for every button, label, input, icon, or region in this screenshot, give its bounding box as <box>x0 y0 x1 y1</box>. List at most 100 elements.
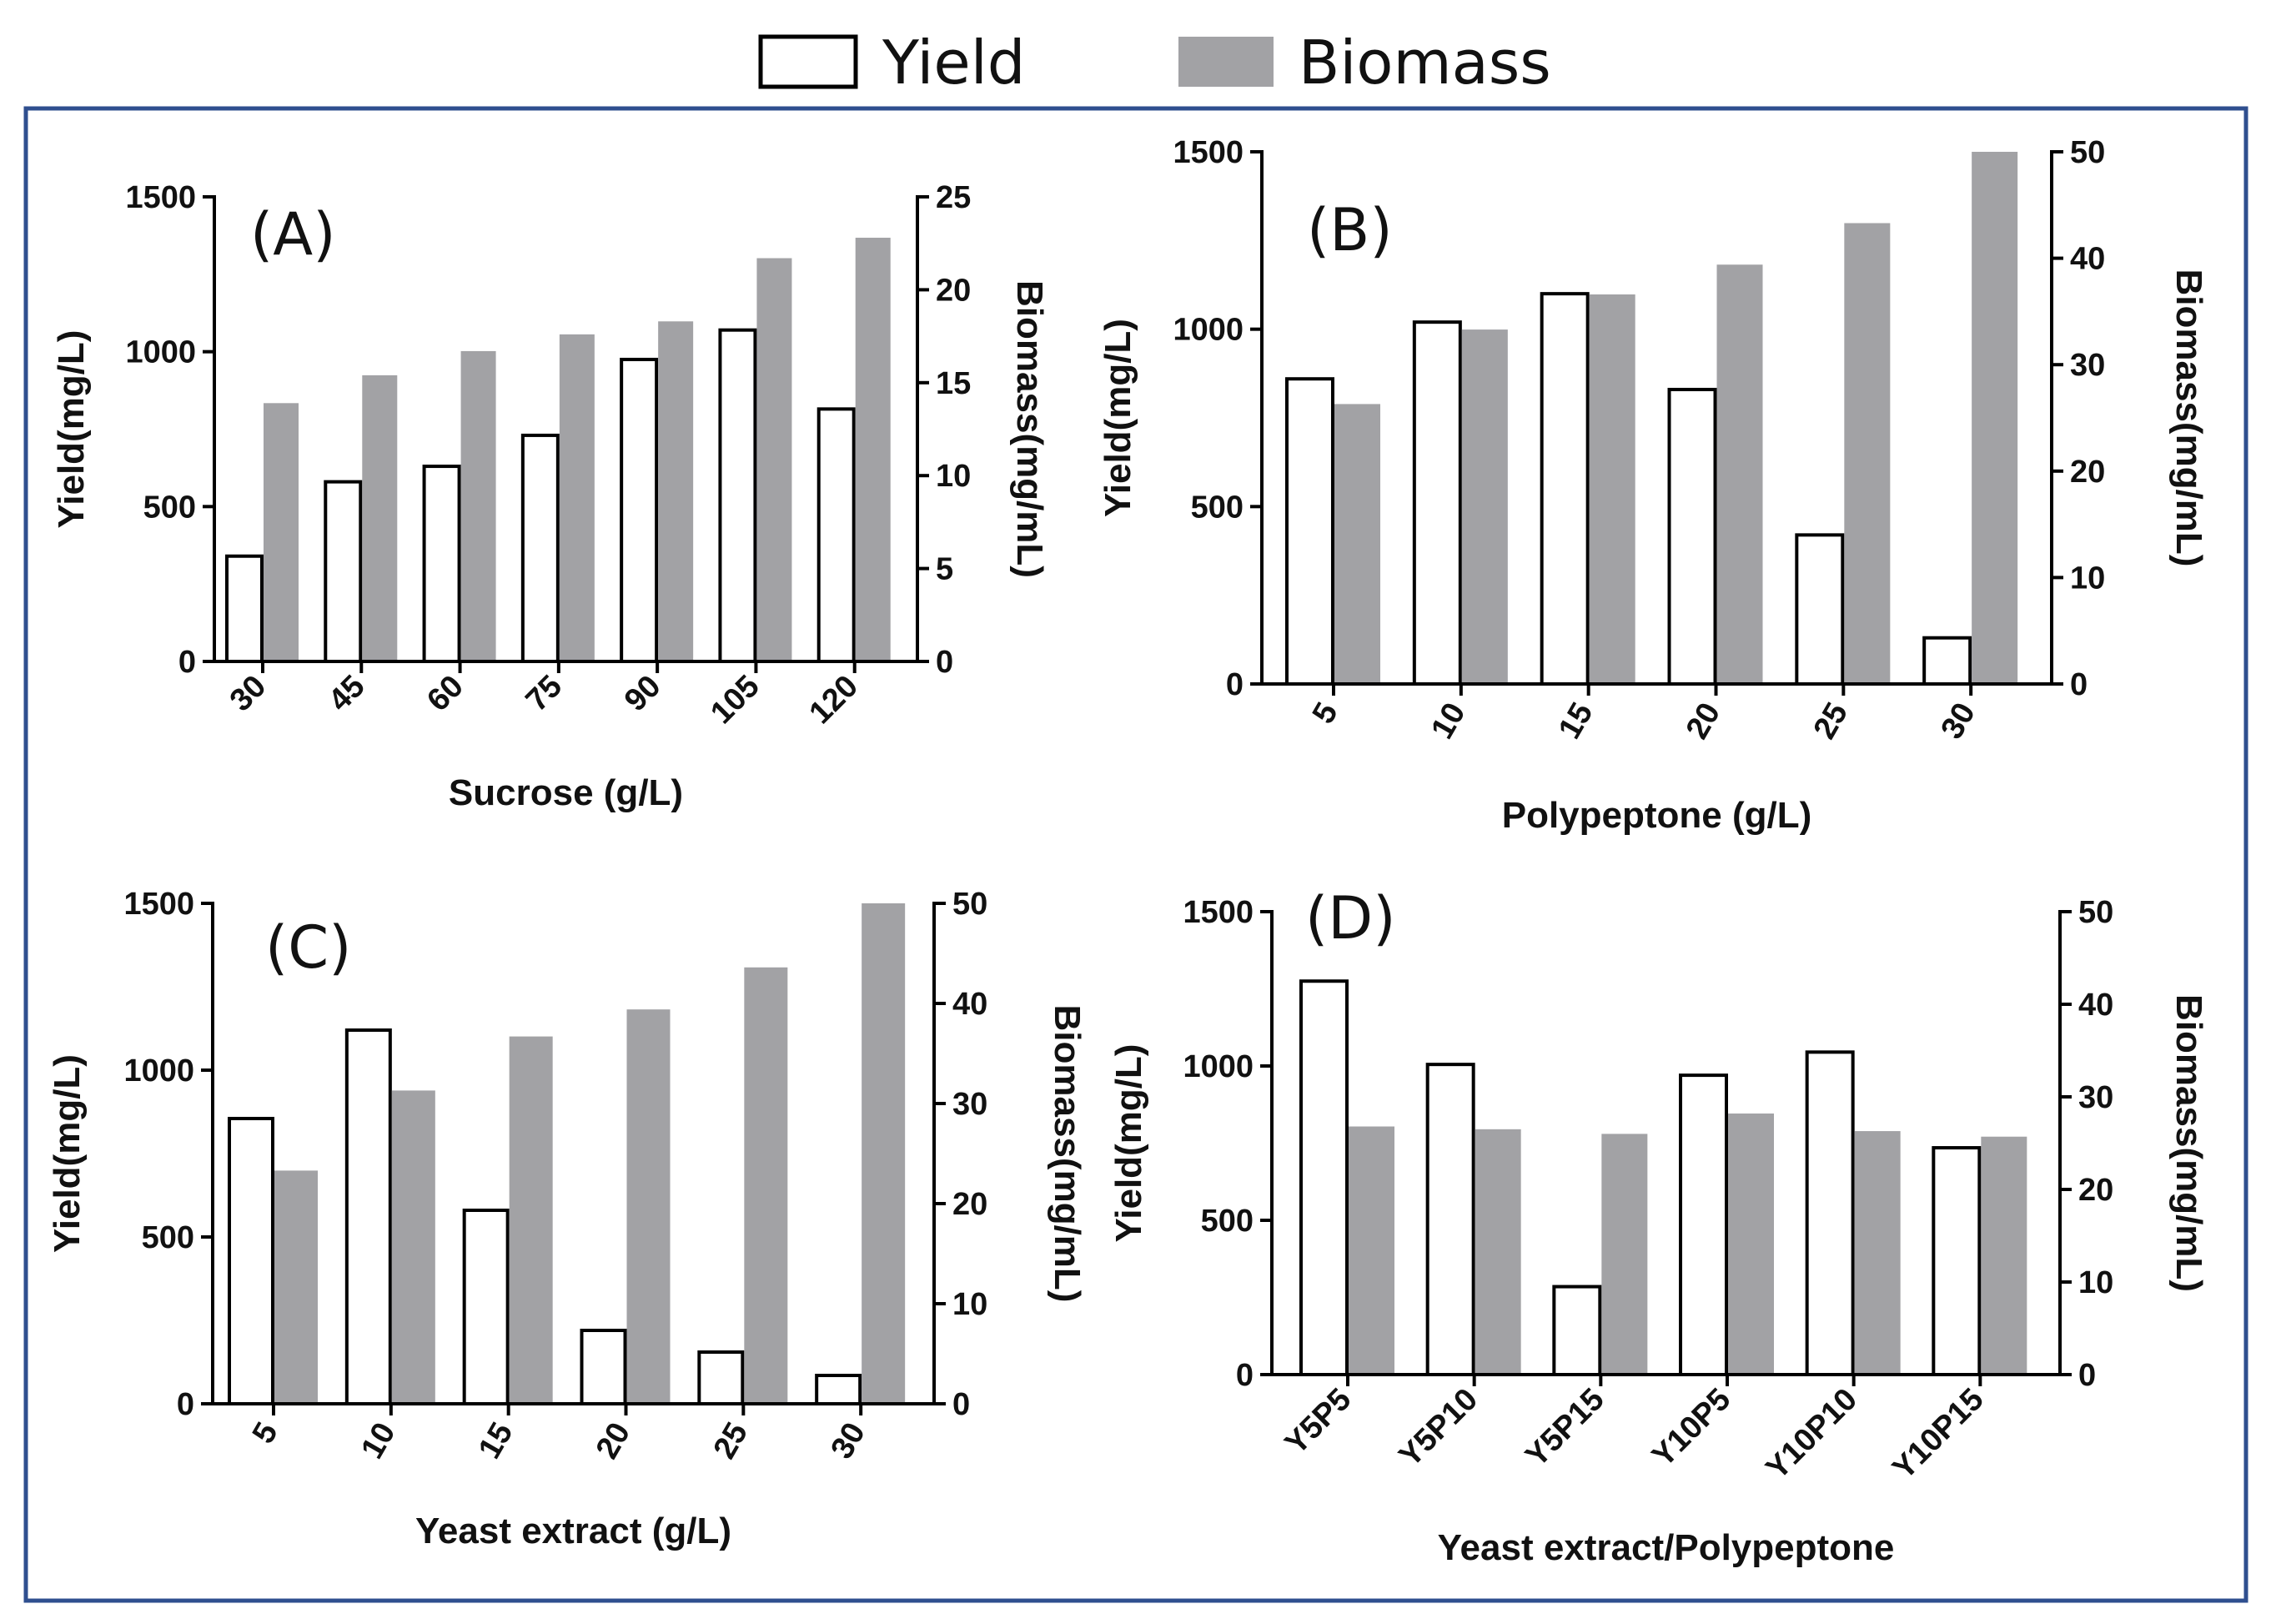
panel-a-yield-bar <box>718 328 757 663</box>
panel-b-yield-bar <box>1285 377 1334 686</box>
panel-b-xtick-label: 10 <box>1424 697 1473 746</box>
panel-a-xtick-label: 30 <box>224 669 274 719</box>
panel-b-xtick-label: 30 <box>1934 697 1982 746</box>
panel-c-ytick-label: 500 <box>142 1220 194 1255</box>
panel-b-biomass-bar <box>1716 264 1763 684</box>
panel-d-xtick-label: Y10P10 <box>1760 1382 1864 1486</box>
panel-b-yield-bar <box>1412 320 1462 686</box>
panel-a-biomass-bar <box>756 258 792 661</box>
legend-yield-label: Yield <box>882 28 1025 98</box>
panel-b-ytick-label: 0 <box>1226 667 1244 702</box>
panel-c: (C) 5 10 15 20 25 30 0 500 1000 1500 0 10 20 30 40 50 Yea… <box>47 887 1088 1551</box>
panel-a-y2tick-label: 10 <box>936 459 971 494</box>
panel-c-y2tick-label: 30 <box>952 1087 987 1122</box>
panel-c-ytick-label: 1000 <box>123 1053 194 1089</box>
panel-d: (D)Y5P5 Y5P10 Y5P15 Y10P5 Y10P10 Y10P15050010… <box>1108 884 2209 1568</box>
panel-a-biomass-bar <box>855 238 891 661</box>
panel-b-yield-bar <box>1795 533 1845 686</box>
panel-b-yield-bar <box>1540 292 1590 686</box>
panel-d-biomass-bar <box>1349 1126 1394 1375</box>
panel-c-ylabel: Yield(mg/L) <box>47 1054 88 1253</box>
panel-b-y2tick-label: 50 <box>2070 135 2105 170</box>
panel-c-yield-bar <box>344 1028 392 1405</box>
panel-b-y2tick-label: 0 <box>2070 667 2088 702</box>
panel-d-ytick-label: 1000 <box>1183 1049 1254 1084</box>
panel-b-ytick-label: 1000 <box>1173 313 1244 348</box>
panel-b-ytick-label: 1500 <box>1173 135 1244 170</box>
panel-c-biomass-bar <box>744 967 788 1404</box>
panel-b-y2tick-label: 10 <box>2070 561 2105 596</box>
panel-a-xtick-label: 120 <box>803 669 866 732</box>
legend-biomass-swatch <box>1178 37 1274 87</box>
panel-d-biomass-bar <box>1475 1129 1521 1375</box>
panel-a-biomass-bar <box>362 375 398 661</box>
panel-a-ytick-label: 500 <box>143 490 196 525</box>
panel-a-biomass-bar <box>658 321 694 661</box>
panel-d-y2tick-label: 0 <box>2078 1358 2096 1393</box>
panel-d-biomass-bar <box>1728 1113 1774 1375</box>
panel-a-yield-bar <box>225 554 264 663</box>
panel-d-y2tick-label: 40 <box>2078 988 2113 1023</box>
panel-c-ytick-label: 0 <box>177 1387 194 1422</box>
panel-d-biomass-bar <box>1981 1136 2027 1375</box>
panel-b-y2tick-label: 30 <box>2070 348 2105 383</box>
panel-a-y2label: Biomass(mg/mL) <box>1009 280 1050 578</box>
panel-a-xtick-label: 75 <box>520 669 570 719</box>
panel-a-xtick-label: 60 <box>420 669 470 719</box>
panel-b-ylabel: Yield(mg/L) <box>1098 319 1138 517</box>
legend-yield-swatch <box>758 34 858 89</box>
panel-a-yield-bar <box>324 480 363 663</box>
panel-c-biomass-bar <box>509 1036 553 1404</box>
panel-d-yield-bar <box>1552 1285 1602 1377</box>
legend: Yield Biomass <box>758 28 1551 98</box>
panel-c-xtick-label: 25 <box>707 1417 756 1466</box>
panel-c-xtick-label: 15 <box>472 1417 520 1466</box>
panel-c-xtick-label: 30 <box>824 1417 872 1466</box>
panel-b: (B) 5 10 15 20 25 30 0 500 1000 1500 0 10 20 30 40 50 Pol… <box>1098 135 2209 836</box>
panel-d-y2tick-label: 30 <box>2078 1080 2113 1115</box>
panel-b-y2tick-label: 40 <box>2070 242 2105 277</box>
panel-c-yield-bar <box>697 1350 745 1405</box>
panel-d-ytick-label: 1500 <box>1183 895 1254 930</box>
panel-a-xtick-label: 90 <box>618 669 668 719</box>
panel-d-xtick-label: Y10P5 <box>1645 1382 1737 1474</box>
legend-biomass-label: Biomass <box>1299 28 1551 98</box>
panel-b-biomass-bar <box>1461 329 1508 684</box>
panel-b-biomass-bar <box>1972 152 2018 684</box>
panel-c-biomass-bar <box>391 1090 435 1404</box>
panel-c-y2tick-label: 40 <box>952 987 987 1022</box>
panel-a-xlabel: Sucrose (g/L) <box>449 772 683 813</box>
panel-c-xtick-label: 10 <box>354 1417 403 1466</box>
panel-d-ylabel: Yield(mg/L) <box>1108 1044 1149 1243</box>
panel-b-xtick-label: 15 <box>1552 697 1600 746</box>
panel-d-xtick-label: Y5P10 <box>1393 1382 1485 1474</box>
panel-a-biomass-bar <box>460 350 496 661</box>
panel-c-yield-bar <box>228 1117 274 1405</box>
panel-a-y2tick-label: 20 <box>936 273 971 308</box>
panel-c-yield-bar <box>580 1329 627 1405</box>
panel-c-ytick-label: 1500 <box>123 887 194 922</box>
panel-c-y2tick-label: 50 <box>952 887 987 922</box>
panel-d-yield-bar <box>1805 1050 1855 1376</box>
panel-d-xtick-label: Y5P5 <box>1279 1382 1358 1461</box>
panel-c-y2tick-label: 20 <box>952 1187 987 1222</box>
panel-d-biomass-bar <box>1601 1134 1648 1375</box>
panel-d-ytick-label: 500 <box>1201 1204 1254 1239</box>
panel-c-yield-bar <box>462 1209 510 1405</box>
panel-a-yield-bar <box>520 433 560 664</box>
panel-d-xlabel: Yeast extract/Polypeptone <box>1438 1527 1895 1568</box>
panel-a-xtick-label: 105 <box>704 669 766 732</box>
panel-a-ytick-label: 1500 <box>125 180 196 215</box>
panel-d-y2tick-label: 50 <box>2078 895 2113 930</box>
panel-b-xtick-label: 25 <box>1807 697 1856 746</box>
panel-d-biomass-bar <box>1854 1131 1901 1375</box>
panel-b-ytick-label: 500 <box>1191 490 1244 525</box>
panel-c-xtick-label: 20 <box>590 1417 638 1466</box>
panel-a-yield-bar <box>816 407 856 663</box>
panel-a-title: (A) <box>250 200 336 269</box>
panel-c-y2tick-label: 10 <box>952 1287 987 1322</box>
panel-b-xtick-label: 5 <box>1306 697 1345 730</box>
panel-b-y2tick-label: 20 <box>2070 455 2105 490</box>
panel-c-yield-bar <box>815 1374 862 1405</box>
